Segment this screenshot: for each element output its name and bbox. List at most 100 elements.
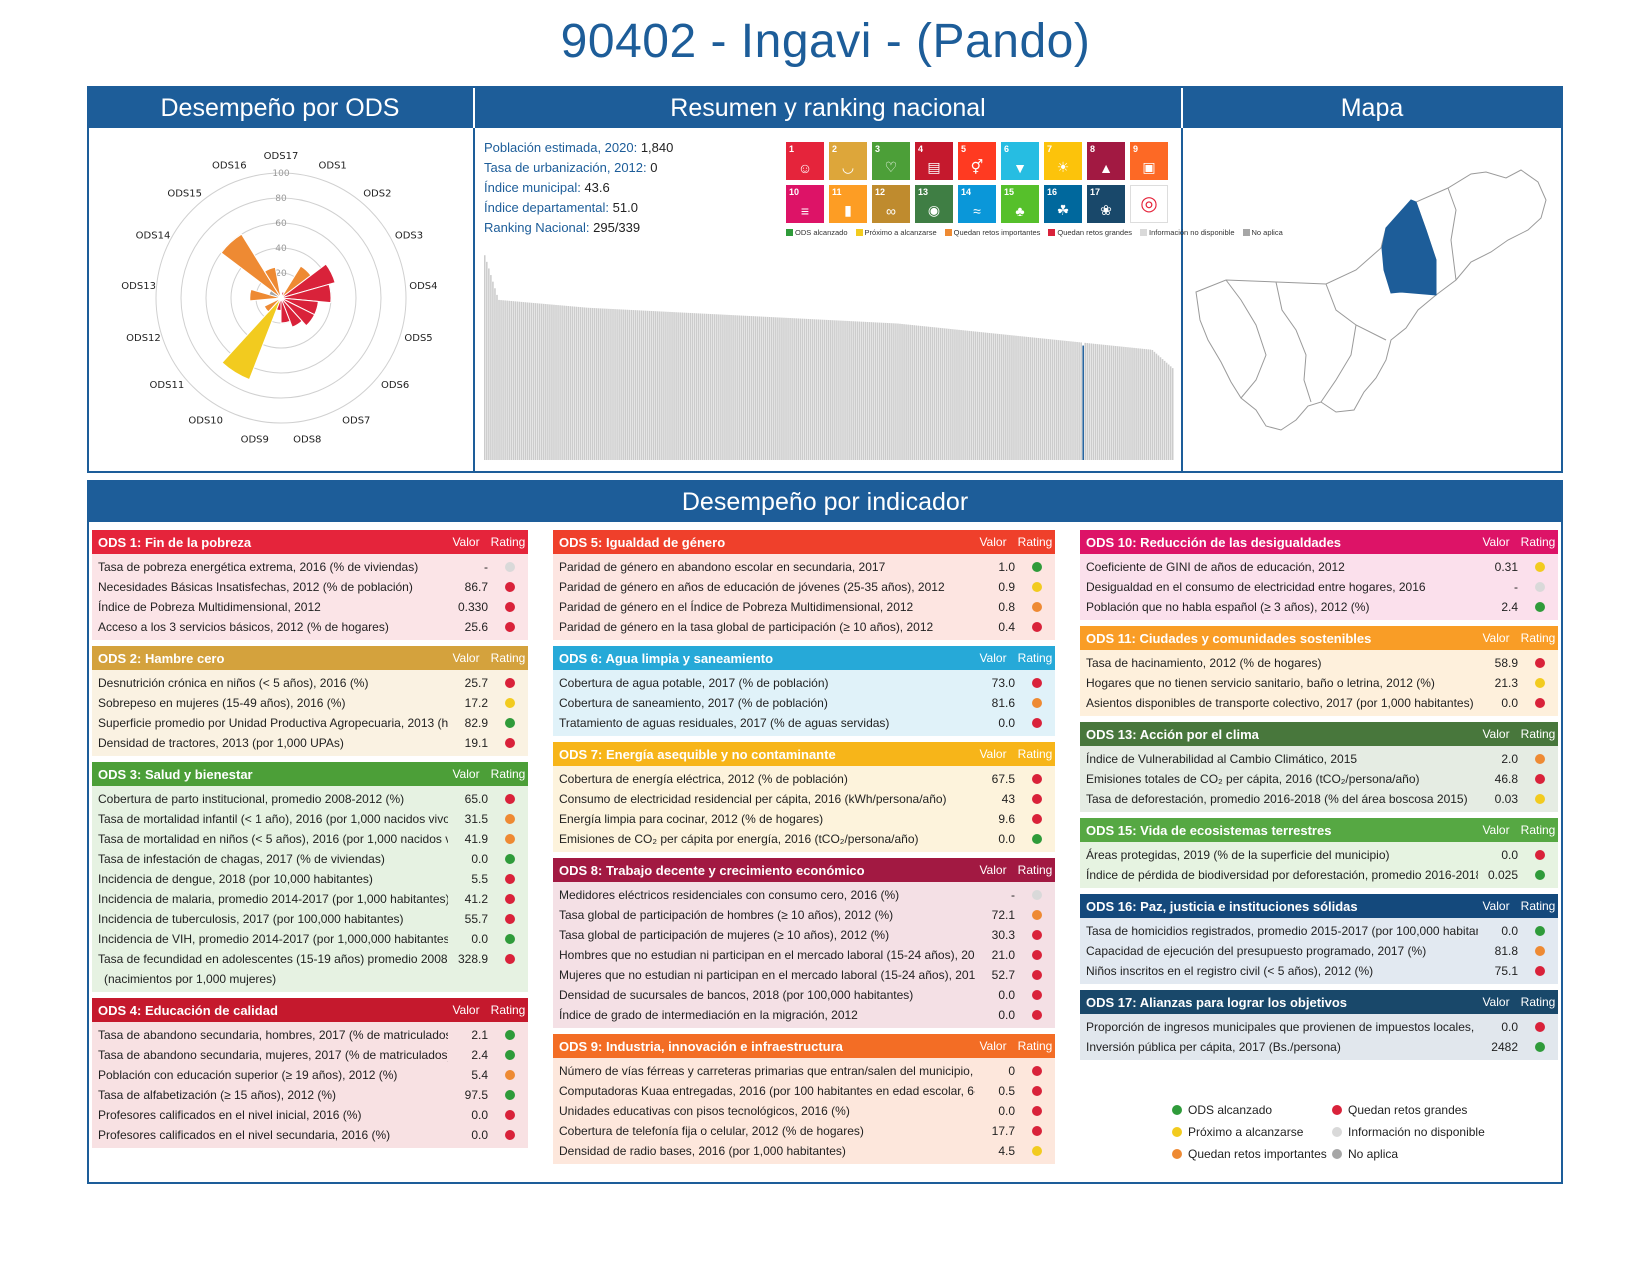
rating-dot-orange	[505, 834, 515, 844]
ranking-bar	[1143, 348, 1146, 460]
ods-section-title: ODS 2: Hambre cero	[98, 650, 225, 666]
growth-chart-icon: ▲	[1099, 160, 1113, 176]
rating-dot-red	[505, 582, 515, 592]
indicator-row: Incidencia de tuberculosis, 2017 (por 10…	[92, 909, 528, 929]
summary-label: Ranking Nacional:	[484, 220, 594, 235]
legend-swatch	[944, 229, 952, 236]
sdg-tile-number: 8	[1090, 144, 1096, 154]
ods-section-header: ODS 16: Paz, justicia e instituciones só…	[1080, 894, 1558, 918]
sdg-legend-item: Información no disponible	[1140, 228, 1235, 237]
ranking-bar	[669, 311, 671, 460]
ranking-bar	[693, 313, 696, 460]
rating-dot-orange	[1535, 754, 1545, 764]
ods-section-card: ODS 17: Alianzas para lograr los objetiv…	[1080, 990, 1558, 1060]
ranking-bar	[962, 330, 964, 460]
ranking-bar	[569, 306, 572, 460]
rating-dot-red	[505, 678, 515, 688]
ranking-bar	[538, 303, 541, 460]
ranking-bar	[1023, 336, 1025, 460]
radar-bar-ods15	[220, 233, 282, 299]
ranking-bar	[734, 315, 736, 460]
indicator-label: Cobertura de agua potable, 2017 (% de po…	[559, 676, 829, 690]
indicator-label: Tasa de infestación de chagas, 2017 (% d…	[98, 852, 385, 866]
ranking-bar	[1110, 345, 1113, 460]
indicator-label: Desnutrición crónica en niños (< 5 años)…	[98, 676, 369, 690]
rating-dot-red	[1032, 794, 1042, 804]
indicator-label: Cobertura de energía eléctrica, 2012 (% …	[559, 772, 848, 786]
ranking-bar	[1155, 353, 1158, 460]
ranking-bar	[874, 322, 877, 460]
ranking-bar	[775, 317, 777, 460]
ranking-bar	[663, 311, 665, 460]
rating-dot-yellow	[1032, 582, 1042, 592]
legend-label: No aplica	[1348, 1147, 1399, 1161]
ranking-bar	[532, 302, 535, 460]
ranking-bar	[652, 311, 655, 460]
ranking-bar	[797, 318, 799, 460]
indicator-row: Población que no habla español (≥ 3 años…	[1080, 597, 1558, 617]
ranking-bar	[667, 311, 669, 460]
indicator-value: 17.2	[464, 696, 488, 710]
rings-icon: ❀	[1100, 202, 1112, 218]
ranking-bar	[732, 315, 734, 460]
rating-column-header: Rating	[1520, 899, 1556, 913]
sdg-tile-9: 9 ▣	[1130, 142, 1168, 180]
ranking-bar	[827, 320, 830, 460]
ranking-bar	[587, 307, 590, 460]
ranking-bar	[612, 309, 614, 460]
ranking-bar	[597, 308, 600, 460]
legend-label: Próximo a alcanzarse	[864, 228, 937, 237]
ranking-bar	[960, 330, 962, 460]
ranking-bar	[1076, 342, 1078, 460]
sdg-wheel-tile: ◎	[1130, 185, 1168, 223]
summary-line: Índice departamental: 51.0	[484, 198, 673, 218]
ranking-bar	[642, 310, 645, 460]
ods-section-header: ODS 7: Energía asequible y no contaminan…	[553, 742, 1055, 766]
ranking-bar	[675, 312, 677, 460]
rating-dot-lightgray	[505, 562, 515, 572]
ranking-bar	[819, 319, 822, 460]
ranking-bar	[547, 304, 549, 460]
ranking-bar	[996, 333, 999, 460]
ranking-bar	[927, 326, 930, 460]
indicator-value: 5.5	[471, 872, 488, 886]
sdg-tile-number: 10	[789, 187, 800, 197]
indicator-label: Desigualdad en el consumo de electricida…	[1086, 580, 1426, 594]
indicator-row: Consumo de electricidad residencial per …	[553, 789, 1055, 809]
indicator-value: 58.9	[1494, 656, 1518, 670]
ranking-bar	[923, 326, 926, 460]
indicator-value: 25.6	[464, 620, 488, 634]
ranking-bar	[1080, 342, 1082, 460]
ranking-bar	[801, 318, 804, 460]
ranking-bar	[777, 317, 779, 460]
ods-section-card: ODS 15: Vida de ecosistemas terrestres Va…	[1080, 818, 1558, 888]
rating-dot-red	[1535, 658, 1545, 668]
indicator-row: Tasa de deforestación, promedio 2016-201…	[1080, 789, 1558, 809]
ranking-bar	[1011, 335, 1013, 460]
ranking-bar	[567, 306, 569, 460]
ranking-bar	[1043, 338, 1046, 460]
ranking-bar	[884, 322, 887, 460]
indicator-value: 86.7	[464, 580, 488, 594]
ods-section-card: ODS 4: Educación de calidad Valor Rating Ta…	[92, 998, 528, 1148]
ranking-bar	[764, 316, 767, 460]
valor-column-header: Valor	[979, 747, 1007, 761]
radar-bar-ods13	[249, 288, 282, 302]
indicator-label: Superficie promedio por Unidad Productiv…	[98, 716, 448, 730]
indicator-row: Hombres que no estudian ni participan en…	[553, 945, 1055, 965]
ranking-bar	[1072, 341, 1074, 460]
ranking-bar	[931, 327, 934, 460]
ranking-bar	[620, 309, 622, 460]
rating-dot-red	[1032, 1126, 1042, 1136]
valor-column-header: Valor	[1482, 995, 1510, 1009]
legend-label: Quedan retos importantes	[953, 228, 1041, 237]
ranking-bar	[648, 310, 651, 460]
rating-dot-green	[505, 1050, 515, 1060]
ranking-bar	[496, 294, 498, 460]
ranking-bar	[897, 323, 899, 460]
ranking-bar-highlight	[1082, 345, 1084, 460]
ranking-bar	[742, 315, 745, 460]
ranking-bar	[736, 315, 738, 460]
ranking-bar	[791, 318, 793, 460]
ods-section-header: ODS 2: Hambre cero Valor Rating	[92, 646, 528, 670]
